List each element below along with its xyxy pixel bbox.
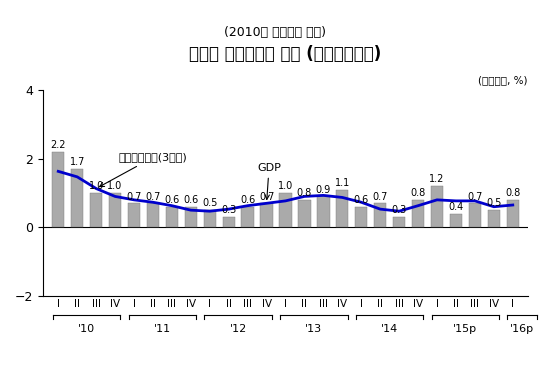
Bar bbox=[71, 169, 84, 227]
Text: 0.8: 0.8 bbox=[297, 188, 312, 198]
Text: 0.5: 0.5 bbox=[202, 198, 217, 209]
Text: 0.7: 0.7 bbox=[126, 192, 142, 201]
Text: 0.7: 0.7 bbox=[372, 192, 388, 201]
Bar bbox=[223, 217, 235, 227]
Text: (2010년 연쇄가격 기준): (2010년 연쇄가격 기준) bbox=[224, 26, 326, 39]
Text: 0.8: 0.8 bbox=[410, 188, 426, 198]
Text: '13: '13 bbox=[305, 324, 322, 334]
Text: 0.7: 0.7 bbox=[259, 192, 274, 201]
Text: 1.0: 1.0 bbox=[89, 181, 104, 191]
Text: '14: '14 bbox=[381, 324, 398, 334]
Bar bbox=[488, 210, 500, 227]
Text: 0.6: 0.6 bbox=[183, 195, 199, 205]
Bar bbox=[241, 207, 254, 227]
Text: (전기대비, %): (전기대비, %) bbox=[478, 75, 528, 85]
Bar bbox=[393, 217, 405, 227]
Text: '10: '10 bbox=[78, 324, 95, 334]
Bar bbox=[412, 200, 424, 227]
Bar bbox=[185, 207, 197, 227]
Text: '12: '12 bbox=[229, 324, 247, 334]
Bar bbox=[260, 203, 273, 227]
Text: 1.0: 1.0 bbox=[107, 181, 123, 191]
Bar bbox=[128, 203, 140, 227]
Bar bbox=[374, 203, 386, 227]
Text: 2.2: 2.2 bbox=[51, 140, 66, 150]
Text: 중심이동평균(3분기): 중심이동평균(3분기) bbox=[100, 152, 188, 187]
Bar bbox=[431, 186, 443, 227]
Bar bbox=[355, 207, 367, 227]
Bar bbox=[279, 193, 292, 227]
Text: 0.6: 0.6 bbox=[164, 195, 179, 205]
Text: 0.3: 0.3 bbox=[392, 205, 407, 215]
Bar bbox=[317, 196, 329, 227]
Text: 1.0: 1.0 bbox=[278, 181, 293, 191]
Bar bbox=[507, 200, 519, 227]
Text: 0.8: 0.8 bbox=[505, 188, 520, 198]
Text: '11: '11 bbox=[154, 324, 171, 334]
Title: 분기별 경제성장률 추이 (계절조정계열): 분기별 경제성장률 추이 (계절조정계열) bbox=[189, 45, 382, 63]
Text: 1.7: 1.7 bbox=[69, 157, 85, 167]
Text: 1.2: 1.2 bbox=[430, 174, 445, 184]
Bar bbox=[109, 193, 121, 227]
Bar bbox=[450, 214, 462, 227]
Text: 1.1: 1.1 bbox=[335, 178, 350, 188]
Text: GDP: GDP bbox=[257, 163, 281, 199]
Bar bbox=[166, 207, 178, 227]
Text: 0.4: 0.4 bbox=[448, 202, 464, 212]
Bar bbox=[52, 152, 64, 227]
Bar bbox=[90, 193, 102, 227]
Text: 0.3: 0.3 bbox=[221, 205, 236, 215]
Text: 0.6: 0.6 bbox=[240, 195, 255, 205]
Text: '16p: '16p bbox=[510, 324, 534, 334]
Text: 0.9: 0.9 bbox=[316, 185, 331, 195]
Bar bbox=[298, 200, 311, 227]
Bar bbox=[204, 210, 216, 227]
Bar bbox=[469, 203, 481, 227]
Bar bbox=[336, 190, 349, 227]
Text: '15p: '15p bbox=[453, 324, 477, 334]
Text: 0.7: 0.7 bbox=[467, 192, 482, 201]
Text: 0.7: 0.7 bbox=[145, 192, 161, 201]
Bar bbox=[147, 203, 159, 227]
Text: 0.6: 0.6 bbox=[354, 195, 369, 205]
Text: 0.5: 0.5 bbox=[486, 198, 502, 209]
